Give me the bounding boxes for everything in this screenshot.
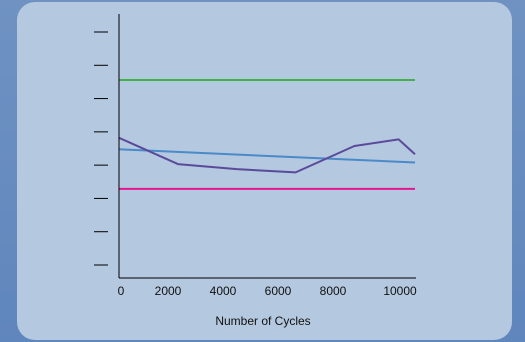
series-lines (118, 79, 416, 190)
x-axis-ticks: 0 2000 4000 6000 8000 10000 (118, 284, 417, 298)
series-line-2 (118, 148, 416, 164)
x-axis-title: Number of Cycles (215, 314, 310, 328)
x-tick-label-10000: 10000 (383, 284, 417, 298)
series-line-3 (118, 136, 416, 174)
x-tick-label-0: 0 (118, 284, 125, 298)
x-tick-label-4000: 4000 (210, 284, 237, 298)
y-axis-ticks (94, 31, 108, 266)
x-tick-label-8000: 8000 (320, 284, 347, 298)
x-tick-label-2000: 2000 (155, 284, 182, 298)
x-tick-label-6000: 6000 (265, 284, 292, 298)
